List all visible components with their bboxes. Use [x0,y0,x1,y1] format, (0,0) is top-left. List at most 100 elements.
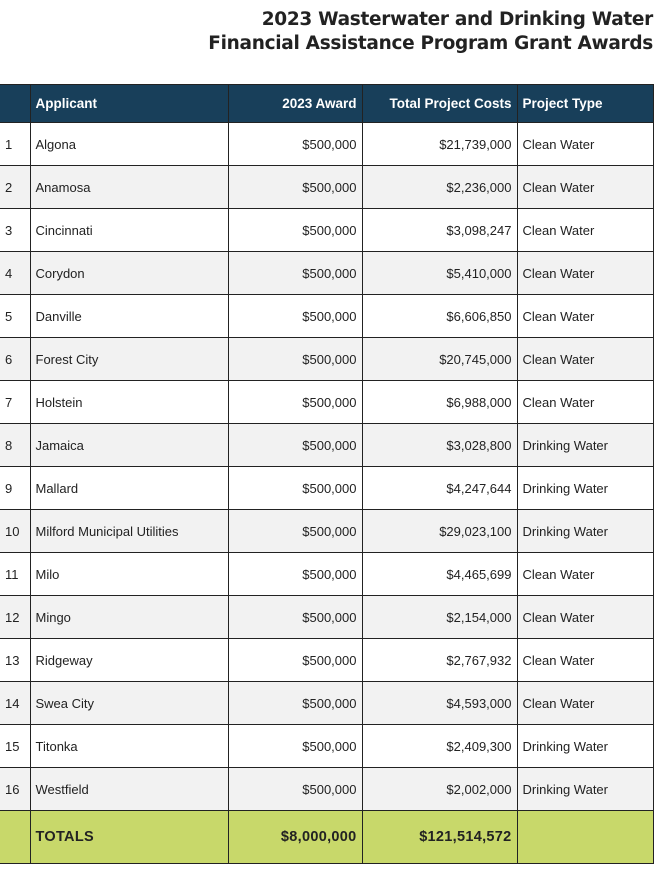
applicant-cell: Forest City [29,337,229,381]
header-number [0,84,31,123]
table-row: 15 Titonka $500,000 $2,409,300 Drinking Wate… [0,724,654,768]
project-type-cell: Clean Water [516,251,654,295]
total-cost-cell: $4,247,644 [361,466,518,510]
header-row: Applicant 2023 Award Total Project Costs… [0,84,654,123]
grant-awards-table: Applicant 2023 Award Total Project Costs… [0,84,654,864]
applicant-cell: Westfield [29,767,229,811]
project-type-cell: Drinking Water [516,423,654,467]
applicant-cell: Milo [29,552,229,596]
total-cost-cell: $2,154,000 [361,595,518,639]
award-cell: $500,000 [227,595,363,639]
total-cost-cell: $2,409,300 [361,724,518,768]
row-number: 3 [0,208,31,252]
row-number: 5 [0,294,31,338]
award-cell: $500,000 [227,466,363,510]
row-number: 15 [0,724,31,768]
award-cell: $500,000 [227,251,363,295]
applicant-cell: Milford Municipal Utilities [29,509,229,553]
applicant-cell: Corydon [29,251,229,295]
row-number: 12 [0,595,31,639]
award-cell: $500,000 [227,337,363,381]
project-type-cell: Drinking Water [516,724,654,768]
title-line-2: Financial Assistance Program Grant Award… [208,33,653,54]
table-row: 6 Forest City $500,000 $20,745,000 Clean Wat… [0,337,654,381]
header-applicant: Applicant [29,84,229,123]
row-number: 1 [0,122,31,166]
project-type-cell: Clean Water [516,165,654,209]
total-cost-cell: $20,745,000 [361,337,518,381]
award-cell: $500,000 [227,509,363,553]
applicant-cell: Cincinnati [29,208,229,252]
applicant-cell: Mallard [29,466,229,510]
table-row: 13 Ridgeway $500,000 $2,767,932 Clean Water [0,638,654,682]
project-type-cell: Clean Water [516,122,654,166]
table-row: 11 Milo $500,000 $4,465,699 Clean Water [0,552,654,596]
row-number: 16 [0,767,31,811]
total-cost-cell: $4,593,000 [361,681,518,725]
totals-label: TOTALS [29,810,229,864]
applicant-cell: Holstein [29,380,229,424]
table-row: 7 Holstein $500,000 $6,988,000 Clean Water [0,380,654,424]
row-number: 8 [0,423,31,467]
row-number: 10 [0,509,31,553]
title-line-1: 2023 Wasterwater and Drinking Water [261,9,654,30]
header-total-cost: Total Project Costs [361,84,518,123]
project-type-cell: Drinking Water [516,509,654,553]
award-cell: $500,000 [227,767,363,811]
total-cost-cell: $2,767,932 [361,638,518,682]
row-number: 11 [0,552,31,596]
totals-blank [0,810,31,864]
award-cell: $500,000 [227,552,363,596]
total-cost-cell: $6,606,850 [361,294,518,338]
header-award: 2023 Award [227,84,363,123]
project-type-cell: Clean Water [516,380,654,424]
total-cost-cell: $3,098,247 [361,208,518,252]
award-cell: $500,000 [227,380,363,424]
project-type-cell: Clean Water [516,208,654,252]
project-type-cell: Drinking Water [516,767,654,811]
totals-row: TOTALS $8,000,000 $121,514,572 [0,810,654,864]
award-cell: $500,000 [227,423,363,467]
header-project-type: Project Type [516,84,654,123]
table-row: 9 Mallard $500,000 $4,247,644 Drinking Water [0,466,654,510]
project-type-cell: Clean Water [516,294,654,338]
project-type-cell: Clean Water [516,552,654,596]
row-number: 7 [0,380,31,424]
totals-type-blank [516,810,654,864]
applicant-cell: Anamosa [29,165,229,209]
award-cell: $500,000 [227,208,363,252]
table-row: 3 Cincinnati $500,000 $3,098,247 Clean Water [0,208,654,252]
award-cell: $500,000 [227,122,363,166]
total-cost-cell: $21,739,000 [361,122,518,166]
award-cell: $500,000 [227,638,363,682]
applicant-cell: Danville [29,294,229,338]
totals-award: $8,000,000 [227,810,363,864]
total-cost-cell: $4,465,699 [361,552,518,596]
applicant-cell: Algona [29,122,229,166]
project-type-cell: Clean Water [516,681,654,725]
row-number: 13 [0,638,31,682]
row-number: 2 [0,165,31,209]
total-cost-cell: $3,028,800 [361,423,518,467]
award-cell: $500,000 [227,724,363,768]
total-cost-cell: $2,002,000 [361,767,518,811]
row-number: 6 [0,337,31,381]
total-cost-cell: $5,410,000 [361,251,518,295]
award-cell: $500,000 [227,294,363,338]
applicant-cell: Jamaica [29,423,229,467]
table-row: 4 Corydon $500,000 $5,410,000 Clean Water [0,251,654,295]
applicant-cell: Titonka [29,724,229,768]
table-row: 2 Anamosa $500,000 $2,236,000 Clean Water [0,165,654,209]
table-row: 14 Swea City $500,000 $4,593,000 Clean Water [0,681,654,725]
applicant-cell: Swea City [29,681,229,725]
table-row: 1 Algona $500,000 $21,739,000 Clean Water [0,122,654,166]
table-row: 10 Milford Municipal Utilities $500,000 $29… [0,509,654,553]
table-row: 16 Westfield $500,000 $2,002,000 Drinking Wa… [0,767,654,811]
project-type-cell: Clean Water [516,638,654,682]
total-cost-cell: $29,023,100 [361,509,518,553]
row-number: 9 [0,466,31,510]
project-type-cell: Drinking Water [516,466,654,510]
applicant-cell: Ridgeway [29,638,229,682]
table-row: 5 Danville $500,000 $6,606,850 Clean Water [0,294,654,338]
row-number: 14 [0,681,31,725]
